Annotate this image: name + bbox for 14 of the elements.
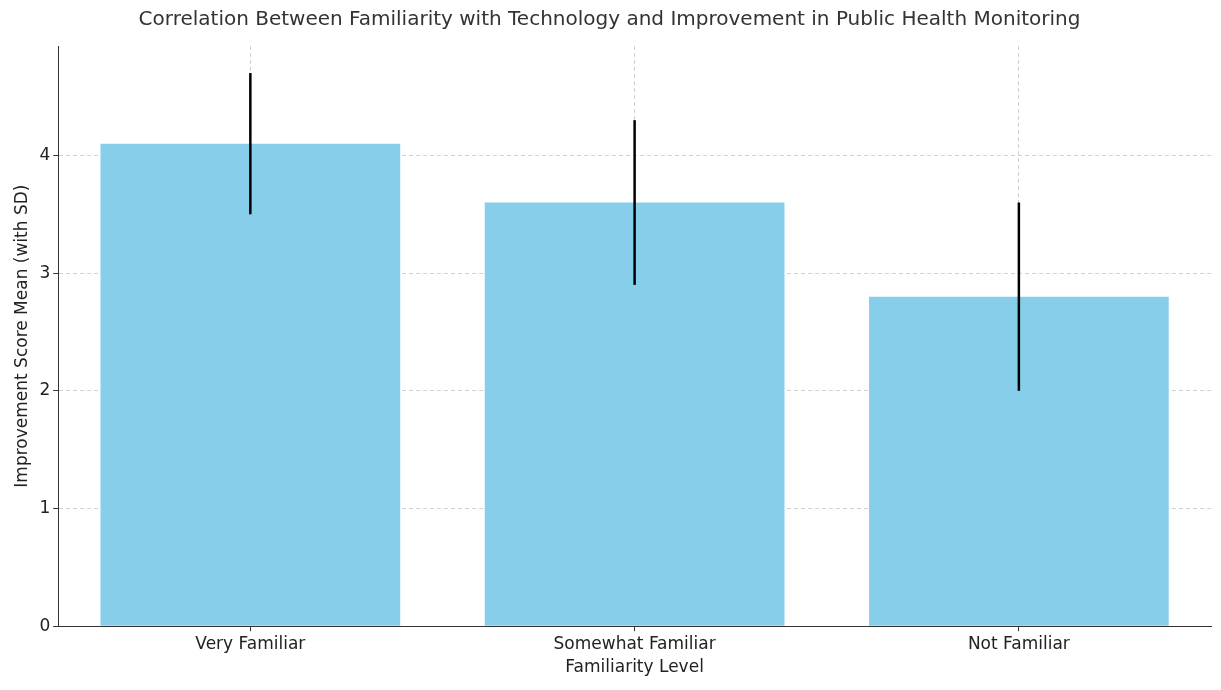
- x-tick-label: Very Familiar: [195, 632, 306, 653]
- y-tick-label: 3: [39, 261, 51, 282]
- bar: [484, 202, 785, 626]
- chart-title: Correlation Between Familiarity with Technology and Improvement in Public Health Monitoring: [138, 6, 1081, 31]
- bar: [869, 296, 1169, 626]
- y-tick-label: 0: [39, 614, 51, 635]
- x-axis-title: Familiarity Level: [565, 656, 704, 677]
- y-tick-label: 1: [39, 496, 51, 517]
- y-axis-title: Improvement Score Mean (with SD): [10, 184, 31, 488]
- bar: [100, 143, 401, 626]
- y-tick-label: 2: [39, 379, 51, 400]
- x-tick-label: Somewhat Familiar: [553, 632, 716, 653]
- y-tick-label: 4: [39, 143, 51, 164]
- x-tick-label: Not Familiar: [967, 632, 1070, 653]
